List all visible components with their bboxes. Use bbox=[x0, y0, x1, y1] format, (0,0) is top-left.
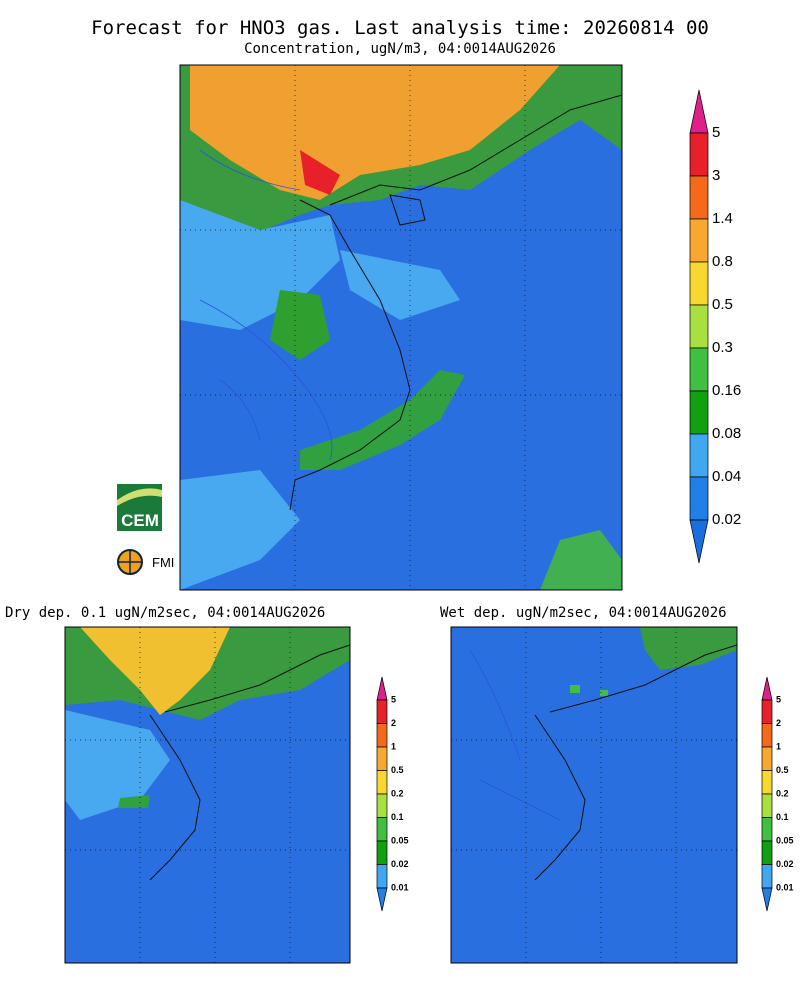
main-map bbox=[179, 64, 623, 591]
colorbar-label: 0.8 bbox=[712, 253, 733, 270]
title: Forecast for HNO3 gas. Last analysis tim… bbox=[91, 17, 709, 39]
cem-logo: CEM bbox=[117, 484, 162, 531]
colorbar-label: 5 bbox=[391, 694, 396, 704]
colorbar-label: 2 bbox=[391, 718, 396, 728]
colorbar-bottom bbox=[761, 887, 773, 912]
colorbar-band bbox=[689, 433, 709, 478]
colorbar-band bbox=[761, 793, 773, 818]
fmi-text: FMI bbox=[152, 555, 174, 570]
colorbar-band bbox=[376, 840, 388, 865]
colorbar-label: 0.3 bbox=[712, 339, 733, 356]
colorbar-band bbox=[761, 817, 773, 842]
colorbar-label: 0.5 bbox=[712, 296, 733, 313]
colorbar-band bbox=[761, 699, 773, 724]
colorbar-band bbox=[761, 723, 773, 748]
panel-title: Dry dep. 0.1 ugN/m2sec, 04:0014AUG2026 bbox=[5, 605, 325, 621]
colorbar-label: 0.04 bbox=[712, 468, 741, 485]
colorbar-label: 0.05 bbox=[776, 835, 794, 845]
subtitle: Concentration, ugN/m3, 04:0014AUG2026 bbox=[244, 41, 556, 57]
colorbar-label: 1 bbox=[391, 741, 396, 751]
colorbar-band bbox=[689, 304, 709, 349]
dry-dep-map bbox=[64, 626, 351, 964]
colorbar-band bbox=[761, 770, 773, 795]
wet-dep-map bbox=[450, 626, 738, 964]
colorbar-label: 3 bbox=[712, 167, 720, 184]
colorbar-band bbox=[689, 132, 709, 177]
colorbar-band bbox=[689, 261, 709, 306]
colorbar-label: 5 bbox=[776, 694, 781, 704]
colorbar-band bbox=[376, 770, 388, 795]
colorbar-label: 0.05 bbox=[391, 835, 409, 845]
colorbar-label: 0.02 bbox=[391, 859, 409, 869]
colorbar-band bbox=[689, 476, 709, 521]
colorbar-band bbox=[689, 175, 709, 220]
colorbar-label: 0.01 bbox=[391, 882, 409, 892]
colorbar-band bbox=[376, 793, 388, 818]
colorbar-label: 0.5 bbox=[391, 765, 404, 775]
colorbar-label: 0.08 bbox=[712, 425, 741, 442]
colorbar-top bbox=[689, 89, 709, 134]
colorbar-label: 0.1 bbox=[391, 812, 404, 822]
colorbar-label: 0.2 bbox=[776, 788, 789, 798]
colorbar-label: 0.2 bbox=[391, 788, 404, 798]
fmi-logo: FMI bbox=[117, 549, 174, 575]
colorbar-label: 0.5 bbox=[776, 765, 789, 775]
colorbar-band bbox=[376, 699, 388, 724]
colorbar-label: 0.1 bbox=[776, 812, 789, 822]
colorbar-label: 1.4 bbox=[712, 210, 733, 227]
colorbar-top bbox=[761, 676, 773, 701]
colorbar-label: 2 bbox=[776, 718, 781, 728]
colorbar-label: 0.16 bbox=[712, 382, 741, 399]
colorbar-label: 5 bbox=[712, 124, 720, 141]
colorbar-label: 0.02 bbox=[776, 859, 794, 869]
colorbar-label: 0.02 bbox=[712, 511, 741, 528]
colorbar-band bbox=[761, 746, 773, 771]
colorbar-bottom bbox=[689, 519, 709, 564]
colorbar-band bbox=[689, 218, 709, 263]
colorbar-band bbox=[376, 723, 388, 748]
colorbar-band bbox=[761, 840, 773, 865]
colorbar-band bbox=[689, 347, 709, 392]
colorbar-label: 1 bbox=[776, 741, 781, 751]
colorbar-band bbox=[689, 390, 709, 435]
colorbar-top bbox=[376, 676, 388, 701]
colorbar-band bbox=[376, 817, 388, 842]
colorbar-band bbox=[376, 746, 388, 771]
panel-title: Wet dep. ugN/m2sec, 04:0014AUG2026 bbox=[440, 605, 727, 621]
colorbar-label: 0.01 bbox=[776, 882, 794, 892]
colorbar-bottom bbox=[376, 887, 388, 912]
cem-text: CEM bbox=[121, 511, 159, 530]
colorbar-band bbox=[376, 864, 388, 889]
colorbar-band bbox=[761, 864, 773, 889]
